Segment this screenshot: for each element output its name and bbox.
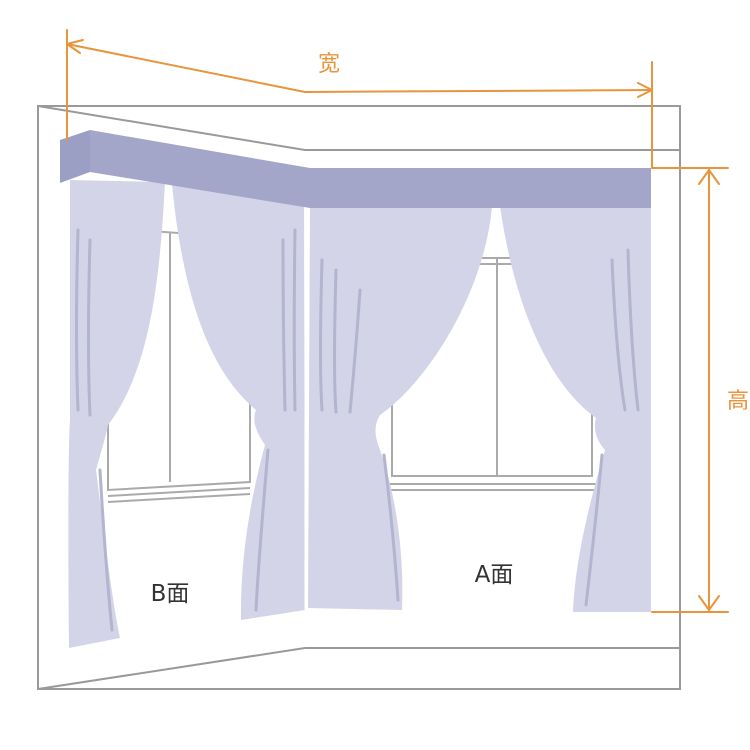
fold-b2 — [87, 238, 92, 417]
fold-a2 — [333, 268, 338, 414]
height-label: 高 — [727, 389, 749, 414]
fold-a3 — [348, 288, 362, 414]
fold-b1 — [75, 228, 80, 412]
width-arrow-right — [637, 82, 653, 98]
fold-b5 — [292, 228, 297, 412]
height-arrow-bottom — [698, 595, 720, 611]
face-b-label: B面 — [151, 581, 190, 607]
fold-a1 — [319, 258, 324, 412]
curtain-folds — [75, 228, 640, 632]
height-dimension — [651, 167, 729, 613]
fold-b3 — [98, 468, 114, 632]
curtain-b-left — [68, 180, 165, 648]
fold-a4 — [382, 453, 400, 602]
fold-b6 — [254, 448, 270, 612]
width-arrow-left — [66, 39, 84, 54]
ceiling-corner-line — [37, 105, 306, 151]
width-dimension — [66, 29, 653, 169]
face-a-label: A面 — [475, 562, 514, 588]
width-dimension-line — [66, 43, 653, 93]
fold-a5 — [610, 258, 627, 412]
fold-a7 — [584, 453, 604, 607]
fold-b4 — [281, 238, 287, 412]
window-b-sill-2 — [107, 493, 251, 503]
curtain-a-left — [308, 206, 492, 610]
room-frame — [37, 105, 681, 690]
pelmet-a-face — [310, 168, 651, 208]
pelmet — [60, 130, 651, 208]
window-b-sill — [107, 487, 251, 497]
width-label: 宽 — [318, 52, 340, 77]
pelmet-b-face — [90, 130, 310, 208]
height-arrow-top — [698, 169, 720, 185]
pelmet-side — [60, 130, 90, 183]
curtain-b-right — [172, 184, 305, 620]
floor-corner-line — [37, 647, 306, 690]
room-outline — [37, 105, 681, 690]
fold-a6 — [626, 248, 640, 412]
curtains — [68, 180, 651, 648]
